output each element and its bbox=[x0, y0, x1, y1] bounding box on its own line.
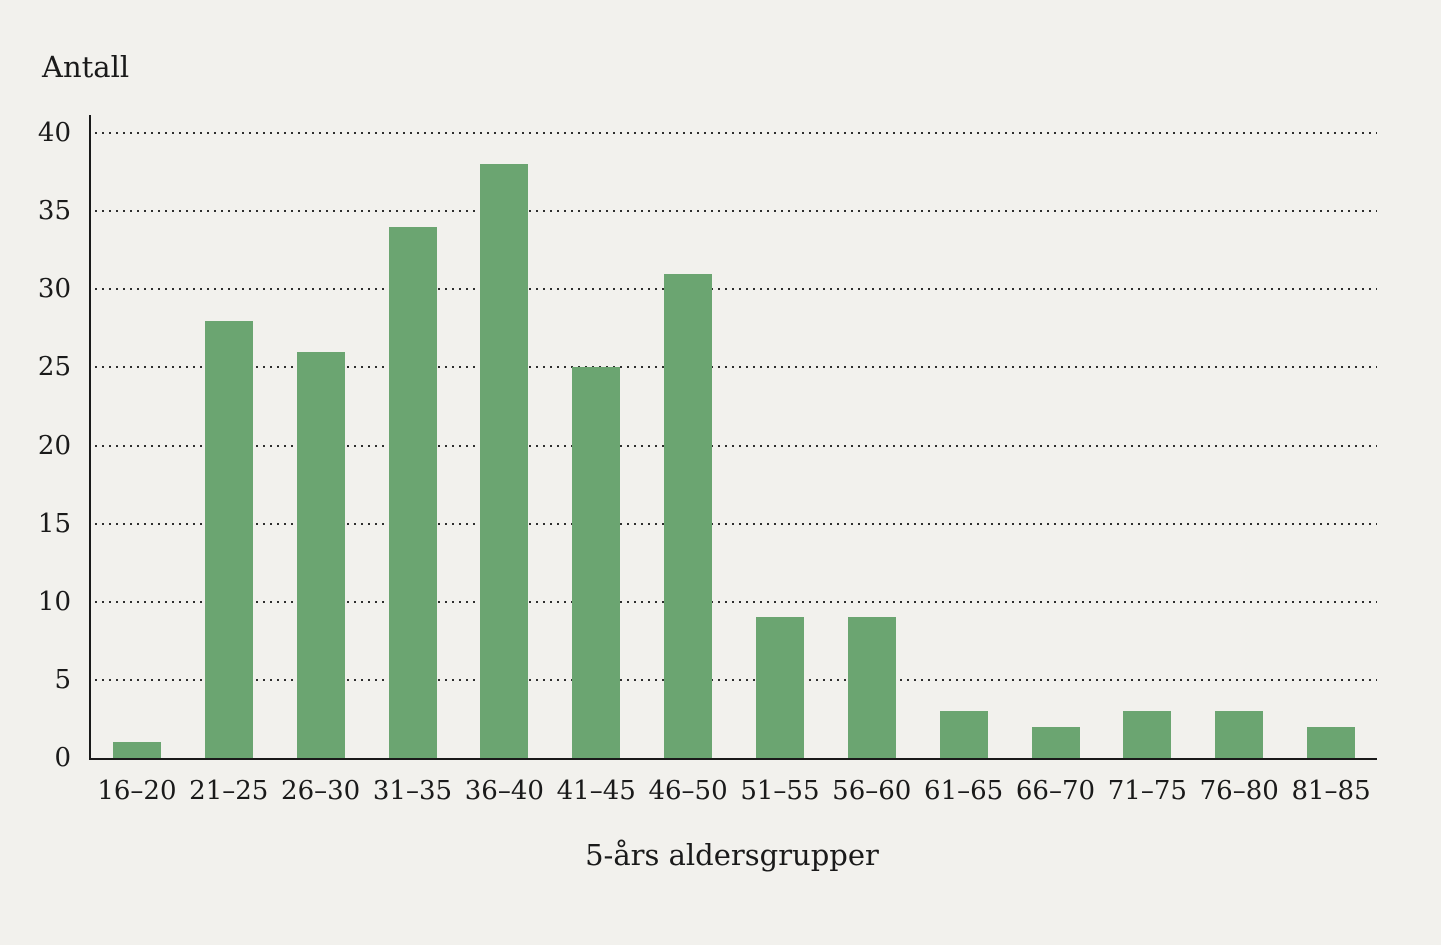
y-tick-label-20: 20 bbox=[37, 430, 71, 461]
y-axis-title: Antall bbox=[42, 50, 130, 84]
x-tick-label: 71–75 bbox=[1107, 776, 1187, 806]
bar bbox=[1215, 711, 1264, 758]
x-tick-label: 81–85 bbox=[1291, 776, 1371, 806]
bar bbox=[755, 617, 804, 758]
x-tick-label: 66–70 bbox=[1015, 776, 1096, 806]
bar bbox=[664, 273, 713, 758]
gridline-y-15 bbox=[95, 522, 1377, 525]
y-tick-label-35: 35 bbox=[37, 196, 71, 227]
x-tick-label: 41–45 bbox=[556, 776, 636, 806]
gridline-y-35 bbox=[95, 210, 1377, 213]
gridline-y-5 bbox=[95, 678, 1377, 681]
bar bbox=[1307, 726, 1356, 758]
bar bbox=[939, 711, 988, 758]
gridline-y-30 bbox=[95, 288, 1377, 291]
x-tick-label: 21–25 bbox=[189, 776, 269, 806]
bar bbox=[572, 367, 621, 758]
x-tick-label: 16–20 bbox=[97, 776, 177, 806]
gridline-y-10 bbox=[95, 600, 1377, 603]
gridline-y-25 bbox=[95, 366, 1377, 369]
bar bbox=[204, 320, 253, 758]
x-tick-label: 51–55 bbox=[740, 776, 820, 806]
x-tick-label: 56–60 bbox=[832, 776, 912, 806]
x-tick-label: 76–80 bbox=[1199, 776, 1279, 806]
bar bbox=[1123, 711, 1172, 758]
y-tick-label-5: 5 bbox=[54, 664, 71, 695]
x-tick-label: 36–40 bbox=[464, 776, 544, 806]
gridline-y-40 bbox=[95, 132, 1377, 134]
y-tick-label-0: 0 bbox=[54, 743, 71, 773]
bar bbox=[296, 351, 345, 758]
y-tick-label-30: 30 bbox=[37, 274, 71, 305]
bar bbox=[1031, 726, 1080, 758]
x-tick-label: 61–65 bbox=[924, 776, 1004, 806]
plot-area: 0 5 10 15 20 25 30 35 40 16–20 21–25 26–30 31–35 36–4… bbox=[38, 115, 1377, 806]
bar bbox=[847, 617, 896, 758]
x-tick-label: 31–35 bbox=[372, 776, 453, 806]
x-axis-title: 5-års aldersgrupper bbox=[585, 838, 879, 872]
x-tick-label: 26–30 bbox=[281, 776, 361, 806]
y-tick-label-15: 15 bbox=[37, 508, 71, 539]
y-tick-label-10: 10 bbox=[37, 586, 71, 617]
gridline-y-20 bbox=[95, 444, 1377, 447]
bar bbox=[112, 742, 161, 758]
x-tick-label: 46–50 bbox=[648, 776, 728, 806]
y-tick-label-40: 40 bbox=[37, 118, 71, 148]
bar bbox=[480, 164, 529, 758]
y-tick-label-25: 25 bbox=[37, 352, 71, 383]
bar bbox=[388, 226, 437, 758]
